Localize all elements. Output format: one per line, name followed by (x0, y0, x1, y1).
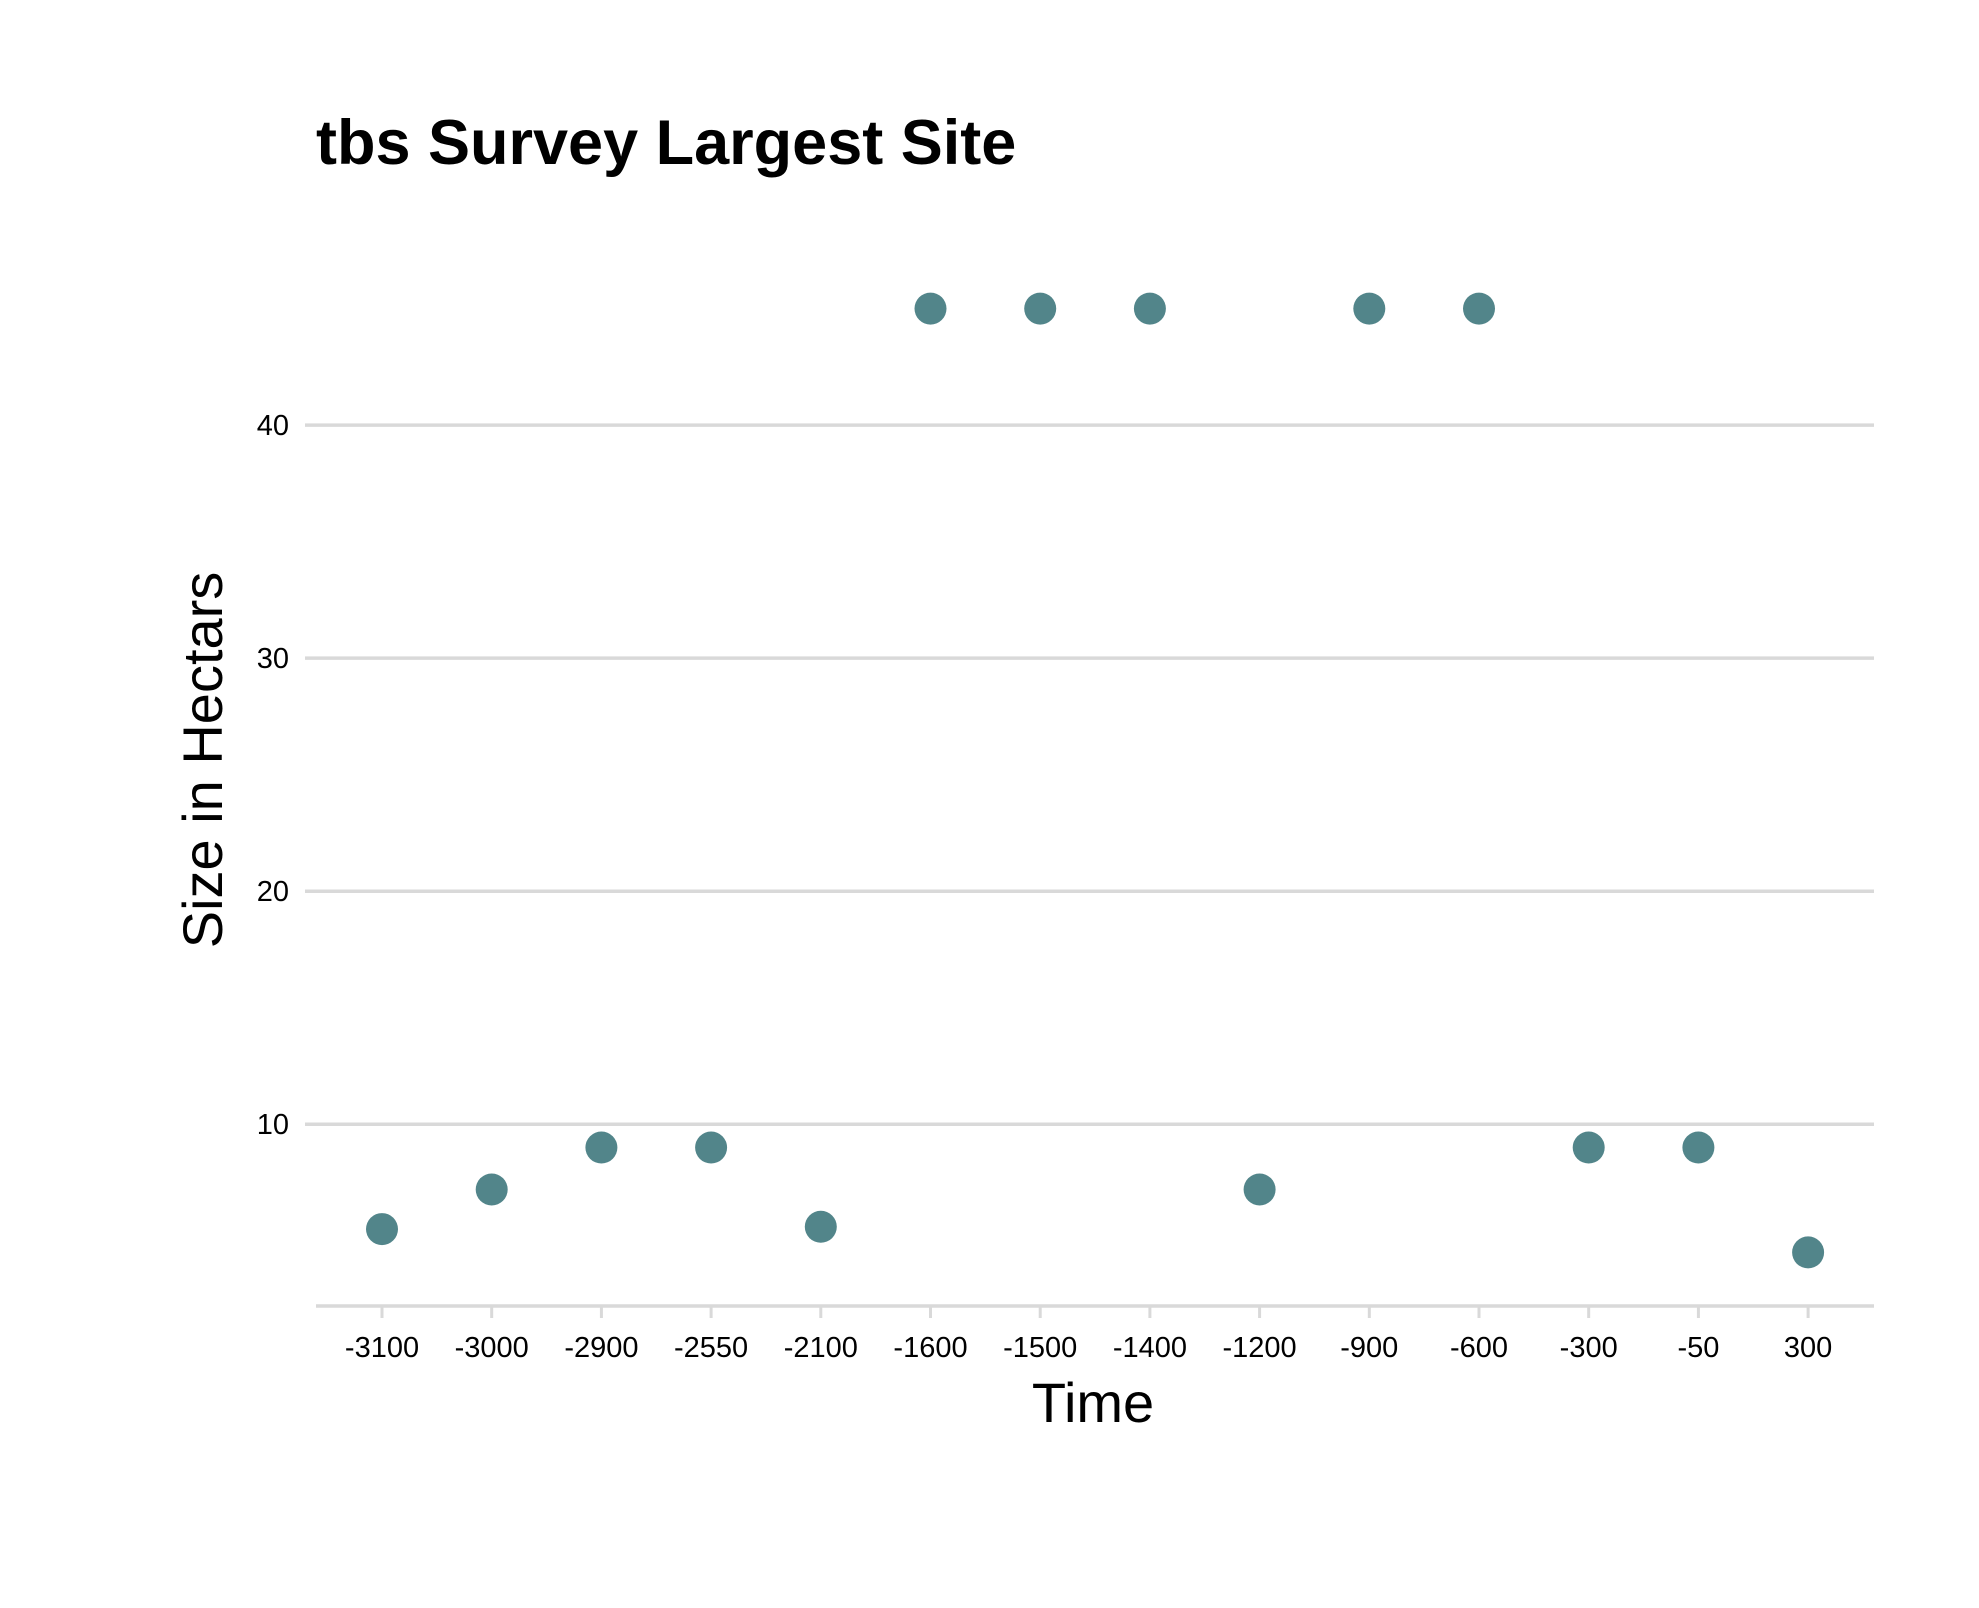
x-tick-label: -2900 (564, 1332, 638, 1364)
y-tick-labels: 10 20 30 40 (257, 410, 289, 1141)
x-tick-label: -900 (1340, 1332, 1398, 1364)
chart-title: tbs Survey Largest Site (316, 108, 1016, 178)
data-point (366, 1213, 398, 1246)
x-tick-label: -2550 (674, 1332, 748, 1364)
data-point (1024, 292, 1057, 325)
y-tick-label: 10 (257, 1109, 289, 1141)
y-tick-label: 30 (257, 643, 289, 675)
x-tick-labels: -3100 -3000 -2900 -2550 -2100 -1600 -1500 -1400… (345, 1306, 1832, 1364)
data-point (914, 292, 947, 325)
y-axis-title: Size in Hectars (171, 572, 234, 949)
data-point (585, 1131, 618, 1164)
x-tick-label: -1500 (1003, 1332, 1077, 1364)
x-tick-label: -1600 (893, 1332, 967, 1364)
x-tick-label: -600 (1450, 1332, 1508, 1364)
data-point (1243, 1173, 1276, 1206)
y-tick-label: 20 (257, 876, 289, 908)
data-point (695, 1131, 728, 1164)
data-point (1463, 292, 1495, 325)
data-point (1133, 292, 1166, 325)
x-tick-label: -2100 (784, 1332, 858, 1364)
data-point (1792, 1236, 1825, 1269)
x-tick-label: 300 (1784, 1332, 1832, 1364)
y-tick-label: 40 (257, 410, 289, 442)
x-tick-label: -3100 (345, 1332, 419, 1364)
x-tick-label: -300 (1560, 1332, 1618, 1364)
x-tick-label: -1200 (1223, 1332, 1297, 1364)
x-tick-label: -1400 (1113, 1332, 1187, 1364)
grid-lines (305, 423, 1874, 1126)
x-tick-label: -50 (1677, 1332, 1719, 1364)
x-tick-label: -3000 (455, 1332, 529, 1364)
x-axis-title: Time (1032, 1371, 1154, 1434)
data-points (366, 292, 1825, 1269)
data-point (1353, 292, 1386, 325)
data-point (804, 1210, 837, 1243)
data-point (1572, 1131, 1605, 1164)
data-point (1682, 1131, 1715, 1164)
data-point (475, 1173, 508, 1206)
